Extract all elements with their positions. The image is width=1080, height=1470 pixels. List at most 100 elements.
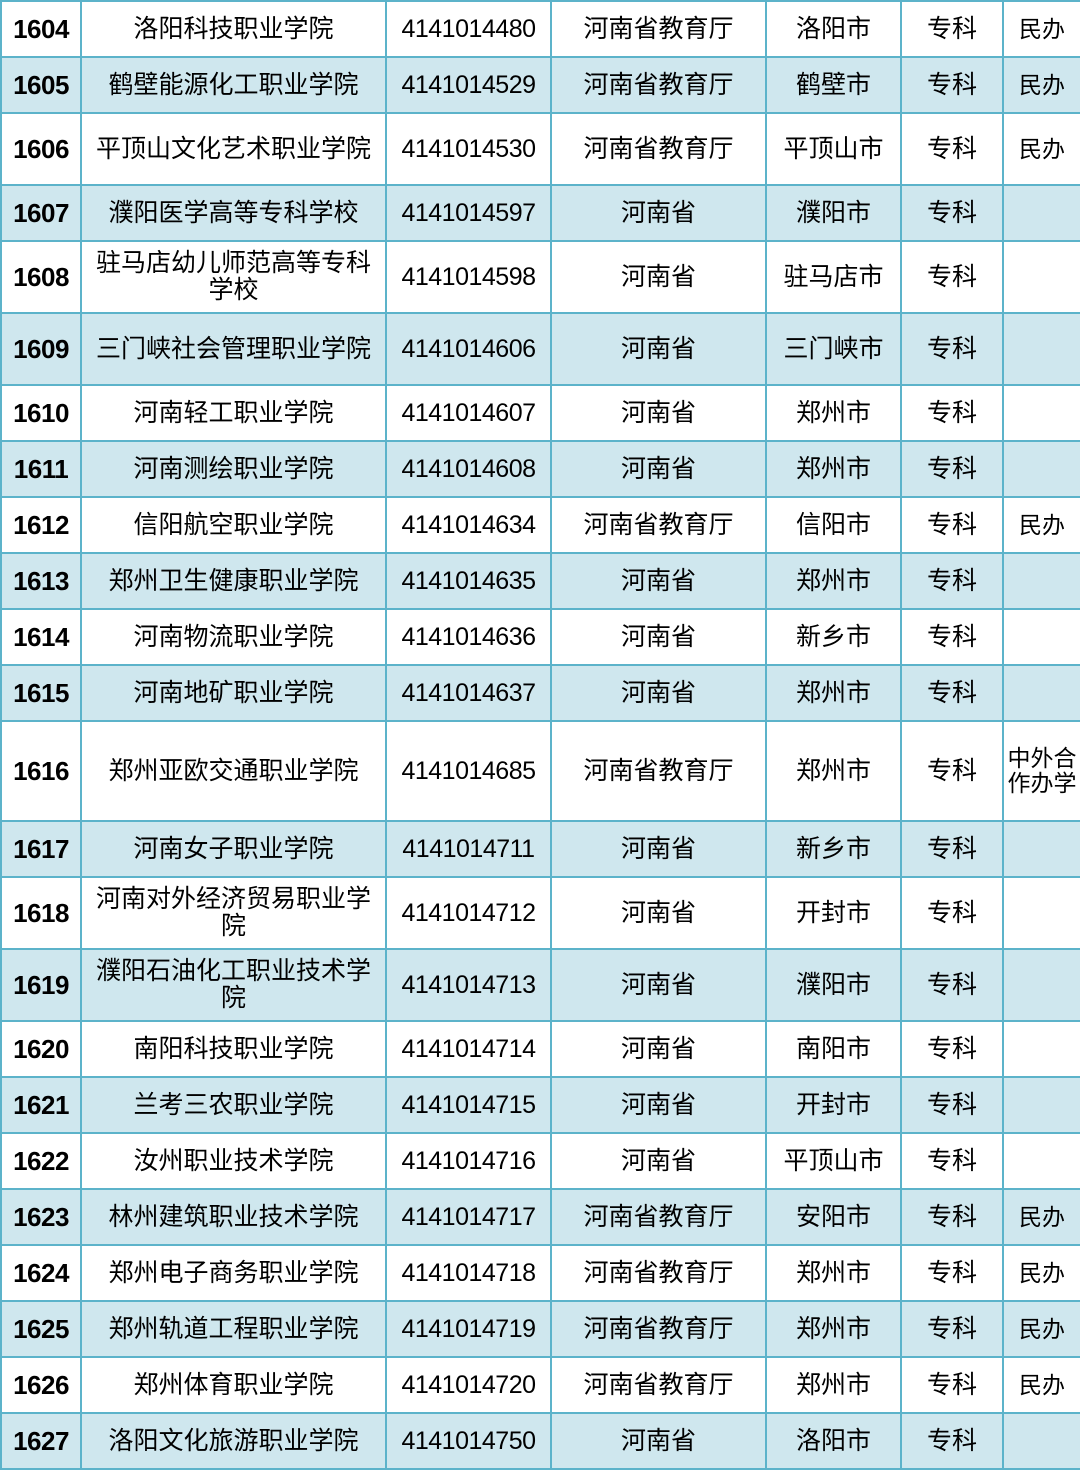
cell-code: 4141014713 [385, 948, 552, 1022]
cell-location: 鹤壁市 [765, 56, 902, 114]
cell-index: 1627 [0, 1412, 82, 1470]
cell-remark: 民办 [1002, 1188, 1080, 1246]
cell-code: 4141014716 [385, 1132, 552, 1190]
table-row: 1624 郑州电子商务职业学院 4141014718 河南省教育厅 郑州市 专科 民办 [0, 1244, 1080, 1302]
cell-index: 1609 [0, 312, 82, 386]
cell-dept: 河南省教育厅 [550, 112, 767, 186]
cell-index: 1625 [0, 1300, 82, 1358]
cell-code: 4141014606 [385, 312, 552, 386]
cell-location: 新乡市 [765, 820, 902, 878]
cell-index: 1604 [0, 0, 82, 58]
cell-level: 专科 [900, 496, 1004, 554]
cell-dept: 河南省 [550, 820, 767, 878]
cell-dept: 河南省教育厅 [550, 1244, 767, 1302]
cell-index: 1617 [0, 820, 82, 878]
table-row: 1606 平顶山文化艺术职业学院 4141014530 河南省教育厅 平顶山市 专科 民办 [0, 112, 1080, 186]
cell-name: 河南对外经济贸易职业学院 [80, 876, 387, 950]
table-row: 1625 郑州轨道工程职业学院 4141014719 河南省教育厅 郑州市 专科 民办 [0, 1300, 1080, 1358]
cell-location: 洛阳市 [765, 1412, 902, 1470]
cell-level: 专科 [900, 552, 1004, 610]
cell-dept: 河南省 [550, 1132, 767, 1190]
cell-code: 4141014717 [385, 1188, 552, 1246]
cell-location: 开封市 [765, 1076, 902, 1134]
cell-dept: 河南省教育厅 [550, 1300, 767, 1358]
table-row: 1608 驻马店幼儿师范高等专科学校 4141014598 河南省 驻马店市 专科 [0, 240, 1080, 314]
cell-code: 4141014607 [385, 384, 552, 442]
cell-dept: 河南省教育厅 [550, 56, 767, 114]
cell-dept: 河南省 [550, 312, 767, 386]
cell-level: 专科 [900, 184, 1004, 242]
cell-location: 郑州市 [765, 1356, 902, 1414]
cell-name: 郑州卫生健康职业学院 [80, 552, 387, 610]
cell-name: 平顶山文化艺术职业学院 [80, 112, 387, 186]
cell-code: 4141014720 [385, 1356, 552, 1414]
cell-dept: 河南省 [550, 552, 767, 610]
cell-dept: 河南省 [550, 876, 767, 950]
cell-dept: 河南省教育厅 [550, 720, 767, 822]
cell-remark [1002, 1076, 1080, 1134]
cell-index: 1610 [0, 384, 82, 442]
cell-code: 4141014750 [385, 1412, 552, 1470]
cell-dept: 河南省 [550, 1020, 767, 1078]
cell-code: 4141014608 [385, 440, 552, 498]
cell-remark [1002, 664, 1080, 722]
cell-name: 驻马店幼儿师范高等专科学校 [80, 240, 387, 314]
cell-dept: 河南省 [550, 1412, 767, 1470]
cell-remark [1002, 552, 1080, 610]
cell-name: 林州建筑职业技术学院 [80, 1188, 387, 1246]
cell-name: 信阳航空职业学院 [80, 496, 387, 554]
cell-name: 三门峡社会管理职业学院 [80, 312, 387, 386]
cell-level: 专科 [900, 240, 1004, 314]
table-row: 1621 兰考三农职业学院 4141014715 河南省 开封市 专科 [0, 1076, 1080, 1134]
cell-level: 专科 [900, 820, 1004, 878]
cell-location: 新乡市 [765, 608, 902, 666]
cell-location: 郑州市 [765, 384, 902, 442]
cell-name: 郑州轨道工程职业学院 [80, 1300, 387, 1358]
cell-name: 河南轻工职业学院 [80, 384, 387, 442]
cell-remark [1002, 240, 1080, 314]
cell-location: 郑州市 [765, 664, 902, 722]
cell-level: 专科 [900, 1412, 1004, 1470]
cell-code: 4141014711 [385, 820, 552, 878]
table-row: 1605 鹤壁能源化工职业学院 4141014529 河南省教育厅 鹤壁市 专科 民办 [0, 56, 1080, 114]
table-row: 1617 河南女子职业学院 4141014711 河南省 新乡市 专科 [0, 820, 1080, 878]
cell-level: 专科 [900, 384, 1004, 442]
cell-remark: 民办 [1002, 496, 1080, 554]
cell-remark [1002, 948, 1080, 1022]
table-row: 1620 南阳科技职业学院 4141014714 河南省 南阳市 专科 [0, 1020, 1080, 1078]
cell-dept: 河南省 [550, 664, 767, 722]
cell-code: 4141014715 [385, 1076, 552, 1134]
cell-remark [1002, 876, 1080, 950]
cell-location: 郑州市 [765, 440, 902, 498]
cell-index: 1607 [0, 184, 82, 242]
table-row: 1612 信阳航空职业学院 4141014634 河南省教育厅 信阳市 专科 民办 [0, 496, 1080, 554]
cell-dept: 河南省教育厅 [550, 0, 767, 58]
cell-level: 专科 [900, 1076, 1004, 1134]
cell-index: 1611 [0, 440, 82, 498]
cell-level: 专科 [900, 1132, 1004, 1190]
cell-code: 4141014712 [385, 876, 552, 950]
cell-index: 1622 [0, 1132, 82, 1190]
cell-name: 郑州亚欧交通职业学院 [80, 720, 387, 822]
cell-code: 4141014480 [385, 0, 552, 58]
cell-index: 1615 [0, 664, 82, 722]
cell-code: 4141014685 [385, 720, 552, 822]
cell-location: 郑州市 [765, 1300, 902, 1358]
cell-index: 1613 [0, 552, 82, 610]
cell-remark [1002, 608, 1080, 666]
cell-dept: 河南省 [550, 184, 767, 242]
cell-name: 河南测绘职业学院 [80, 440, 387, 498]
cell-location: 濮阳市 [765, 948, 902, 1022]
cell-code: 4141014598 [385, 240, 552, 314]
table-row: 1609 三门峡社会管理职业学院 4141014606 河南省 三门峡市 专科 [0, 312, 1080, 386]
cell-name: 郑州电子商务职业学院 [80, 1244, 387, 1302]
cell-level: 专科 [900, 1356, 1004, 1414]
cell-dept: 河南省 [550, 608, 767, 666]
cell-location: 南阳市 [765, 1020, 902, 1078]
table-row: 1626 郑州体育职业学院 4141014720 河南省教育厅 郑州市 专科 民办 [0, 1356, 1080, 1414]
cell-index: 1608 [0, 240, 82, 314]
cell-level: 专科 [900, 1244, 1004, 1302]
table-row: 1607 濮阳医学高等专科学校 4141014597 河南省 濮阳市 专科 [0, 184, 1080, 242]
cell-remark [1002, 1412, 1080, 1470]
